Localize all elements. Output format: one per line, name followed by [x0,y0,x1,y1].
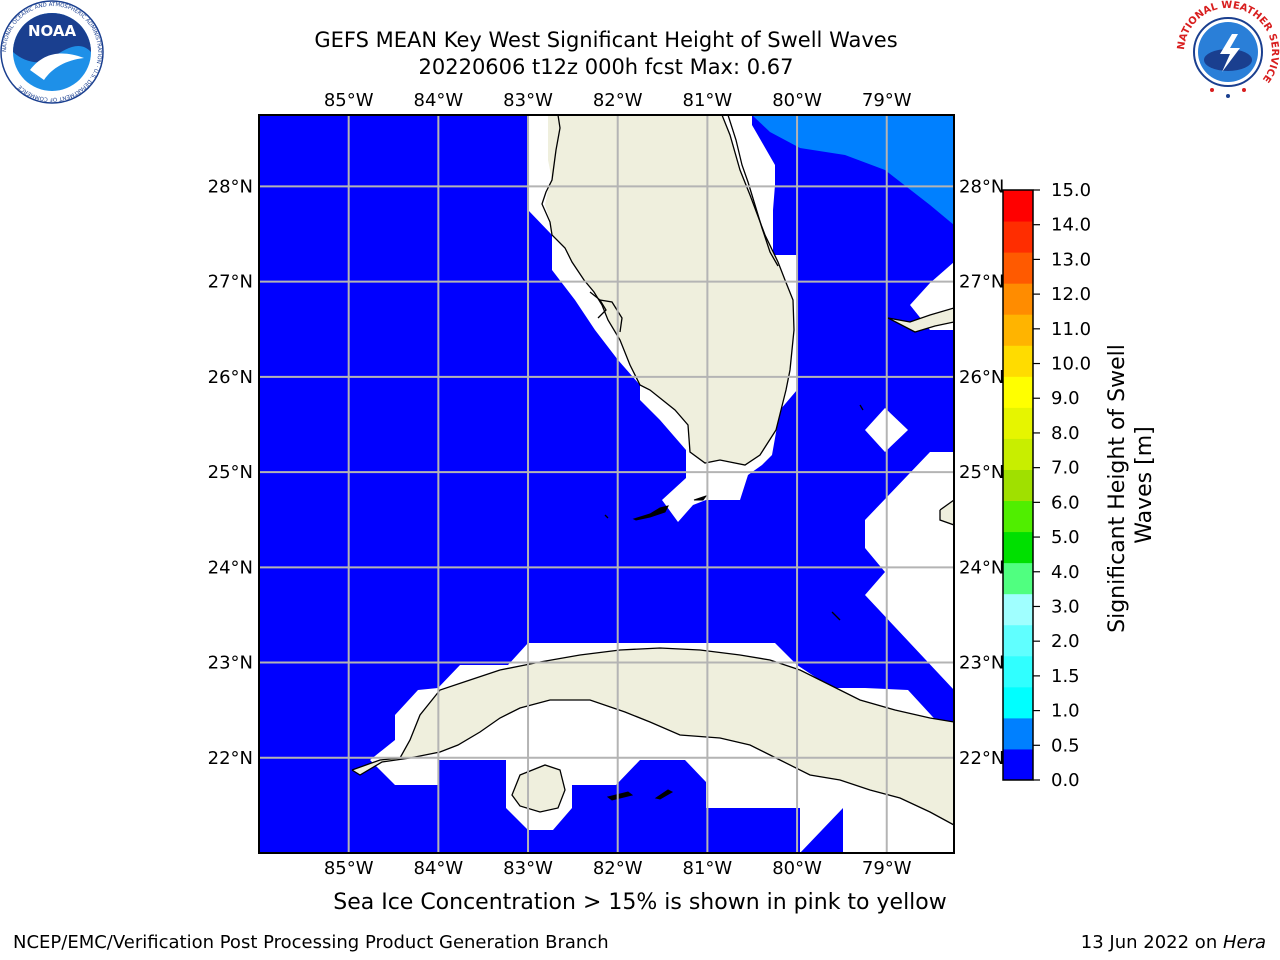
lat-tick-label-left: 26°N [208,367,253,388]
coastlines [351,115,954,826]
colorbar-tick-label: 8.0 [1051,423,1080,444]
colorbar-tick-label: 5.0 [1051,527,1080,548]
colorbar-label-line2: Waves [m] [1132,426,1157,543]
colorbar-segment [1003,407,1033,439]
bahamas-east-land [940,500,954,525]
lon-tick-label-bottom: 82°W [593,858,643,879]
lat-tick-label-right: 22°N [959,748,1004,769]
colorbar-tick-label: 14.0 [1051,215,1091,236]
colorbar-label: Significant Height of Swell Waves [m] [1105,337,1157,633]
lon-tick-label-bottom: 81°W [683,858,733,879]
lat-tick-label-left: 27°N [208,272,253,293]
lat-tick-label-left: 28°N [208,176,253,197]
colorbar-tick-label: 0.0 [1051,770,1080,791]
lon-tick-label-bottom: 84°W [414,858,464,879]
isla-juventud-land [512,765,565,812]
colorbar-segment [1003,562,1033,595]
lon-tick-label-top: 82°W [593,90,643,111]
colorbar-segment [1003,686,1033,719]
lat-tick-label-right: 24°N [959,557,1004,578]
lon-tick-label-top: 81°W [683,90,733,111]
colorbar-tick-label: 7.0 [1051,458,1080,479]
sea-ice-note: Sea Ice Concentration > 15% is shown in … [333,890,947,915]
lat-tick-label-right: 25°N [959,462,1004,483]
colorbar-segment [1003,717,1033,750]
lat-tick-label-right: 28°N [959,176,1004,197]
colorbar-tick-label: 6.0 [1051,492,1080,513]
noaa-logo: NATIONAL OCEANIC AND ATMOSPHERIC ADMINIS… [0,0,104,104]
lat-tick-label-left: 24°N [208,557,253,578]
chart-subtitle: 20220606 t12z 000h fcst Max: 0.67 [418,55,794,79]
colorbar-segment [1003,252,1033,284]
chart-title: GEFS MEAN Key West Significant Height of… [314,28,898,52]
colorbar-segment [1003,190,1033,222]
lon-tick-label-bottom: 80°W [772,858,822,879]
lat-tick-label-left: 22°N [208,748,253,769]
lon-tick-label-bottom: 85°W [324,858,374,879]
colorbar-tick-label: 4.0 [1051,562,1080,583]
colorbar-segment [1003,221,1033,253]
nws-logo: NATIONAL WEATHER SERVICE [1176,0,1280,103]
colorbar-tick-label: 11.0 [1051,319,1091,340]
lon-tick-label-top: 85°W [324,90,374,111]
lat-tick-labels-right: 22°N 23°N 24°N 25°N 26°N 27°N 28°N [959,176,1004,768]
colorbar-segment [1003,438,1033,470]
colorbar-tick-label: 1.5 [1051,666,1080,687]
lat-tick-label-left: 23°N [208,653,253,674]
footer-date-text: 13 Jun 2022 on [1080,932,1223,953]
colorbar-tick-label: 3.0 [1051,596,1080,617]
map-frame [258,114,955,854]
lon-tick-labels-bottom: 85°W 84°W 83°W 82°W 81°W 80°W 79°W [324,858,912,879]
lat-tick-label-right: 26°N [959,367,1004,388]
colorbar-segment [1003,376,1033,408]
lon-tick-label-top: 80°W [772,90,822,111]
colorbar-segment [1003,314,1033,346]
colorbar-segment [1003,655,1033,688]
map-gridlines [259,115,954,853]
footer-host: Hera [1222,932,1266,953]
colorbar [1002,189,1034,781]
florida-keys [606,495,708,801]
lon-tick-labels-top: 85°W 84°W 83°W 82°W 81°W 80°W 79°W [324,90,912,111]
colorbar-segment [1003,624,1033,657]
lat-tick-label-right: 23°N [959,653,1004,674]
swell-0.5-1.0-region [752,115,954,225]
footer-date: 13 Jun 2022 on Hera [1081,932,1266,953]
colorbar-segment [1003,283,1033,315]
colorbar-tick-label: 2.0 [1051,631,1080,652]
colorbar-segment [1003,345,1033,377]
colorbar-tick-label: 0.5 [1051,735,1080,756]
noaa-logo-text: NOAA [28,22,77,40]
colorbar-tick-labels: 0.0 0.5 1.0 1.5 2.0 3.0 4.0 5.0 6.0 7.0 8.0 9.0 10.0… [1033,180,1091,791]
lon-tick-label-top: 79°W [862,90,912,111]
colorbar-segment [1003,593,1033,626]
footer-branch: NCEP/EMC/Verification Post Processing Pr… [13,932,609,953]
cuba-land [352,648,954,825]
colorbar-frame [1002,189,1034,781]
colorbar-tick-label: 12.0 [1051,284,1091,305]
colorbar-tick-label: 15.0 [1051,180,1091,201]
colorbar-label-line1: Significant Height of Swell [1105,344,1130,633]
colorbar-tick-label: 9.0 [1051,388,1080,409]
lon-tick-label-bottom: 83°W [503,858,553,879]
lat-tick-label-left: 25°N [208,462,253,483]
lon-tick-label-top: 83°W [503,90,553,111]
colorbar-segment [1003,500,1033,533]
lat-tick-labels-left: 22°N 23°N 24°N 25°N 26°N 27°N 28°N [208,176,253,768]
lat-tick-label-right: 27°N [959,272,1004,293]
colorbar-segment [1003,469,1033,502]
colorbar-tick-label: 1.0 [1051,701,1080,722]
colorbar-tick-label: 13.0 [1051,249,1091,270]
colorbar-tick-label: 10.0 [1051,354,1091,375]
colorbar-segment [1003,748,1033,781]
lon-tick-label-top: 84°W [414,90,464,111]
lon-tick-label-bottom: 79°W [862,858,912,879]
colorbar-segment [1003,531,1033,564]
